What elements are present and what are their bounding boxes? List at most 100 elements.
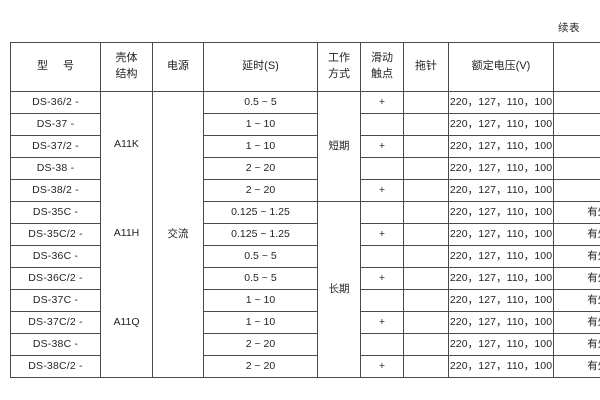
cell-drag-pointer (403, 355, 449, 378)
table-row: DS-38 - 2 ~ 20 220，127，110，100 (10, 157, 600, 180)
header-case-structure-line1: 壳体 (115, 52, 138, 65)
cell-remark (553, 91, 600, 114)
header-row: 型 号 壳体 结构 电源 延时(S) 工作 方式 (10, 42, 600, 92)
table-row: DS-38C/2 - 2 ~ 20 +220，127，110，100有外附电阻 (10, 355, 600, 378)
cell-power-supply: 交流 (152, 91, 204, 378)
cell-rated-voltage: 220，127，110，100 (448, 289, 554, 312)
header-sliding-contact-line1: 滑动 (371, 52, 393, 65)
table-row: DS-35C/2 - 0.125 ~ 1.25 +220，127，110，100有外… (10, 223, 600, 246)
cell-delay: 2 ~ 20 (203, 179, 318, 202)
cell-delay: 1 ~ 10 (203, 135, 318, 158)
cell-rated-voltage: 220，127，110，100 (448, 245, 554, 268)
table-row: DS-38C - 2 ~ 20 220，127，110，100有外附电阻 (10, 333, 600, 356)
cell-remark: 有外附电阻 (553, 267, 600, 290)
cell-delay: 0.5 ~ 5 (203, 245, 318, 268)
cell-remark: 有外附电阻 (553, 333, 600, 356)
relay-specification-table: 型 号 壳体 结构 电源 延时(S) 工作 方式 (10, 42, 600, 378)
cell-remark: 有外附电阻 (553, 201, 600, 224)
cell-drag-pointer (403, 91, 449, 114)
cell-rated-voltage: 220，127，110，100 (448, 135, 554, 158)
table-row: DS-36C - 0.5 ~ 5 220，127，110，100有外附电阻 (10, 245, 600, 268)
cell-remark: 有外附电阻 (553, 245, 600, 268)
table-row: DS-37C - 1 ~ 10 220，127，110，100有外附电阻 (10, 289, 600, 312)
header-drag-pointer: 拖针 (403, 42, 449, 92)
cell-drag-pointer (403, 267, 449, 290)
cell-model: DS-36/2 - (10, 91, 101, 114)
cell-drag-pointer (403, 333, 449, 356)
cell-sliding-contact (360, 157, 404, 180)
header-work-mode-line2: 方式 (328, 68, 350, 80)
cell-delay: 1 ~ 10 (203, 311, 318, 334)
cell-drag-pointer (403, 201, 449, 224)
cell-rated-voltage: 220，127，110，100 (448, 201, 554, 224)
cell-model: DS-38C/2 - (10, 355, 101, 378)
cell-drag-pointer (403, 157, 449, 180)
cell-sliding-contact (360, 245, 404, 268)
cell-model: DS-38 - (10, 157, 101, 180)
cell-delay: 0.125 ~ 1.25 (203, 201, 318, 224)
header-remark: 备注 (553, 42, 600, 92)
cell-delay: 1 ~ 10 (203, 113, 318, 136)
header-case-structure-line2: 结构 (115, 68, 138, 80)
case-structure-code: A11Q (113, 315, 140, 328)
table-row: DS-37/2 - 1 ~ 10 +220，127，110，100 (10, 135, 600, 158)
cell-remark (553, 157, 600, 180)
cell-drag-pointer (403, 289, 449, 312)
cell-rated-voltage: 220，127，110，100 (448, 113, 554, 136)
header-work-mode-stack: 工作 方式 (319, 51, 360, 83)
cell-sliding-contact: + (360, 179, 404, 202)
case-structure-code: A11H (113, 226, 140, 239)
header-sliding-contact-stack: 滑动 触点 (362, 51, 403, 83)
spec-table-container: 型 号 壳体 结构 电源 延时(S) 工作 方式 (10, 42, 600, 378)
cell-rated-voltage: 220，127，110，100 (448, 91, 554, 114)
header-case-structure-stack: 壳体 结构 (102, 51, 152, 83)
header-rated-voltage: 额定电压(V) (448, 42, 554, 92)
cell-rated-voltage: 220，127，110，100 (448, 223, 554, 246)
cell-model: DS-36C - (10, 245, 101, 268)
table-header: 型 号 壳体 结构 电源 延时(S) 工作 方式 (10, 42, 600, 92)
cell-model: DS-37 - (10, 113, 101, 136)
continued-table-caption: 续表 (0, 18, 588, 36)
continued-table-label: 续表 (558, 22, 580, 34)
cell-delay: 2 ~ 20 (203, 157, 318, 180)
cell-model: DS-37C - (10, 289, 101, 312)
table-row: DS-35C -0.125 ~ 1.25长期220，127，110，100有外附… (10, 201, 600, 378)
cell-sliding-contact: + (360, 311, 404, 334)
cell-delay: 2 ~ 20 (203, 333, 318, 356)
cell-delay: 2 ~ 20 (203, 355, 318, 378)
table-row: DS-36/2 - A11K A11H A11Q 交流 0.5 ~ 5 短期 +220，127… (10, 91, 600, 378)
cell-rated-voltage: 220，127，110，100 (448, 267, 554, 290)
cell-remark (553, 135, 600, 158)
cell-rated-voltage: 220，127，110，100 (448, 157, 554, 180)
cell-model: DS-38/2 - (10, 179, 101, 202)
cell-model: DS-35C - (10, 201, 101, 224)
cell-sliding-contact (360, 333, 404, 356)
cell-drag-pointer (403, 311, 449, 334)
header-sliding-contact: 滑动 触点 (360, 42, 404, 92)
cell-remark: 有外附电阻 (553, 289, 600, 312)
table-row: DS-36C/2 - 0.5 ~ 5 +220，127，110，100有外附电阻 (10, 267, 600, 290)
header-delay: 延时(S) (203, 42, 318, 92)
case-structure-code: A11K (114, 137, 139, 150)
table-row: DS-38/2 - 2 ~ 20 +220，127，110，100 (10, 179, 600, 202)
cell-drag-pointer (403, 179, 449, 202)
cell-model: DS-38C - (10, 333, 101, 356)
case-structure-stack: A11K A11H A11Q (102, 93, 152, 377)
cell-drag-pointer (403, 223, 449, 246)
cell-case-structure: A11K A11H A11Q (100, 91, 153, 378)
cell-sliding-contact: + (360, 355, 404, 378)
cell-model: DS-37/2 - (10, 135, 101, 158)
cell-sliding-contact: + (360, 91, 404, 114)
cell-delay: 0.5 ~ 5 (203, 267, 318, 290)
cell-sliding-contact (360, 113, 404, 136)
cell-delay: 0.125 ~ 1.25 (203, 223, 318, 246)
cell-drag-pointer (403, 245, 449, 268)
cell-drag-pointer (403, 113, 449, 136)
cell-remark (553, 179, 600, 202)
table-row: DS-37 - 1 ~ 10 220，127，110，100 (10, 113, 600, 136)
cell-sliding-contact: + (360, 267, 404, 290)
cell-model: DS-36C/2 - (10, 267, 101, 290)
cell-drag-pointer (403, 135, 449, 158)
cell-sliding-contact (360, 289, 404, 312)
